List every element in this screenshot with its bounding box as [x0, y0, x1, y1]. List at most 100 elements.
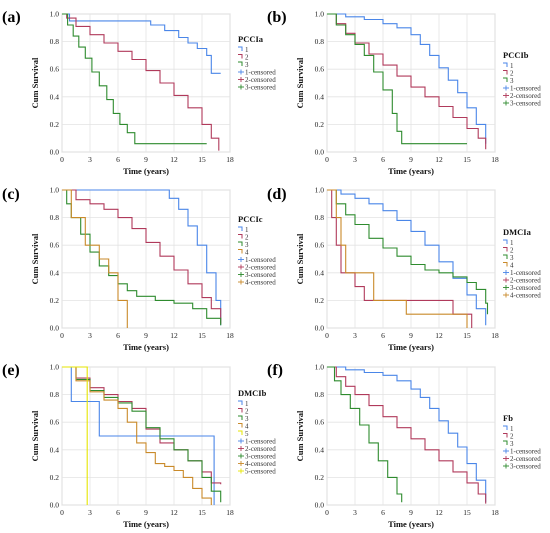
legend-entry: 3-censored — [245, 453, 276, 461]
x-tick-label: 0 — [325, 331, 329, 340]
legend-entry: 1 — [510, 239, 514, 247]
legend-line-mark — [238, 400, 243, 405]
series-2-curve — [62, 189, 222, 324]
x-tick-label: 0 — [60, 331, 64, 340]
y-tick-label: 0.2 — [50, 120, 60, 129]
y-tick-label: 0.4 — [315, 92, 325, 101]
x-tick-label: 6 — [116, 155, 120, 164]
legend-line-mark — [503, 262, 508, 267]
x-tick-label: 18 — [491, 155, 499, 164]
y-tick-label: 0.0 — [50, 501, 60, 510]
x-tick-label: 9 — [409, 155, 413, 164]
y-axis-label: Cum Survival — [30, 410, 40, 461]
legend-line-mark — [503, 254, 508, 259]
legend-line-mark — [503, 440, 508, 445]
series-1-curve — [62, 189, 222, 326]
y-tick-label: 0.8 — [50, 213, 60, 222]
x-axis-label: Time (years) — [123, 519, 169, 529]
y-axis-label: Cum Survival — [30, 57, 40, 108]
legend-entry: 4-censored — [510, 292, 541, 300]
panel-label: (e) — [2, 362, 20, 379]
y-tick-label: 0.8 — [50, 37, 60, 46]
x-tick-label: 9 — [144, 331, 148, 340]
panel-d: (d) 0 3 6 9 12 15 18 0.0 0.2 0.4 0.6 0.8 1.0 Time (yea… — [267, 186, 541, 353]
legend-entry: 2 — [245, 408, 249, 416]
x-tick-label: 12 — [170, 508, 178, 517]
x-tick-label: 15 — [463, 508, 471, 517]
panel-label: (c) — [2, 186, 20, 203]
legend-entry: 1 — [245, 400, 249, 408]
x-tick-label: 6 — [381, 508, 385, 517]
y-tick-label: 0.2 — [315, 473, 325, 482]
legend-title: PCCIc — [238, 214, 263, 224]
legend-entry: 4-censored — [245, 460, 276, 468]
legend-line-mark — [503, 239, 508, 244]
legend-line-mark — [503, 425, 508, 430]
legend-entry: 2 — [510, 247, 514, 255]
y-tick-label: 0.2 — [50, 296, 60, 305]
legend-entry: 3 — [245, 241, 249, 249]
y-tick-label: 0.4 — [50, 268, 60, 277]
legend-entry: 5-censored — [245, 468, 276, 476]
series-3-curve — [62, 13, 207, 145]
y-tick-label: 0.8 — [315, 213, 325, 222]
y-tick-label: 0.6 — [315, 65, 325, 74]
y-axis-label: Cum Survival — [295, 410, 305, 461]
legend-entry: 2-censored — [510, 455, 541, 463]
x-tick-label: 18 — [226, 155, 234, 164]
legend-entry: 4 — [245, 249, 249, 257]
x-tick-label: 3 — [88, 155, 92, 164]
series-1-curve — [327, 13, 487, 144]
x-tick-label: 18 — [226, 331, 234, 340]
x-tick-label: 18 — [226, 508, 234, 517]
legend-line-mark — [503, 62, 508, 67]
x-tick-label: 12 — [170, 155, 178, 164]
legend-entry: 1-censored — [245, 438, 276, 446]
series-2-curve — [327, 13, 487, 150]
panel-label: (b) — [267, 9, 287, 26]
legend-line-mark — [503, 247, 508, 252]
legend-entry: 1-censored — [510, 85, 541, 93]
x-tick-label: 9 — [409, 508, 413, 517]
series-2-curve — [62, 13, 220, 151]
x-tick-label: 0 — [60, 508, 64, 517]
legend-line-mark — [238, 234, 243, 239]
series-3-curve — [327, 366, 403, 503]
y-tick-label: 0.8 — [315, 390, 325, 399]
y-tick-label: 0.0 — [315, 501, 325, 510]
panel-f: (f) 0 3 6 9 12 15 18 0.0 0.2 0.4 0.6 0.8 1.0 Time (yea… — [267, 362, 541, 529]
y-tick-label: 1.0 — [50, 186, 60, 195]
y-tick-label: 0.8 — [50, 390, 60, 399]
legend-entry: 4-censored — [245, 279, 276, 287]
x-tick-label: 15 — [198, 508, 206, 517]
x-tick-label: 3 — [88, 508, 92, 517]
legend-entry: 1-censored — [510, 269, 541, 277]
legend-entry: 1 — [245, 226, 249, 234]
x-tick-label: 15 — [463, 155, 471, 164]
series-3-curve — [327, 189, 489, 315]
legend-title: PCCIa — [238, 34, 264, 44]
legend-line-mark — [238, 61, 243, 66]
x-tick-label: 12 — [435, 155, 443, 164]
y-tick-label: 0.4 — [315, 445, 325, 454]
legend-line-mark — [238, 54, 243, 59]
series-4-curve — [327, 189, 468, 328]
y-tick-label: 1.0 — [315, 186, 325, 195]
legend-entry: 3-censored — [510, 100, 541, 108]
x-axis-label: Time (years) — [388, 342, 434, 352]
panel-b: (b) 0 3 6 9 12 15 18 0.0 0.2 0.4 0.6 0.8 1.0 Time (yea… — [267, 9, 541, 176]
legend-entry: 3 — [245, 415, 249, 423]
x-tick-label: 0 — [325, 508, 329, 517]
legend-entry: 1-censored — [510, 448, 541, 456]
x-tick-label: 15 — [463, 331, 471, 340]
y-axis-label: Cum Survival — [30, 233, 40, 284]
legend-line-mark — [503, 70, 508, 75]
x-axis-label: Time (years) — [123, 342, 169, 352]
legend-entry: 1-censored — [245, 256, 276, 264]
x-tick-label: 9 — [144, 155, 148, 164]
y-tick-label: 0.6 — [50, 418, 60, 427]
series-1-curve — [327, 366, 487, 503]
legend-entry: 2-censored — [510, 277, 541, 285]
